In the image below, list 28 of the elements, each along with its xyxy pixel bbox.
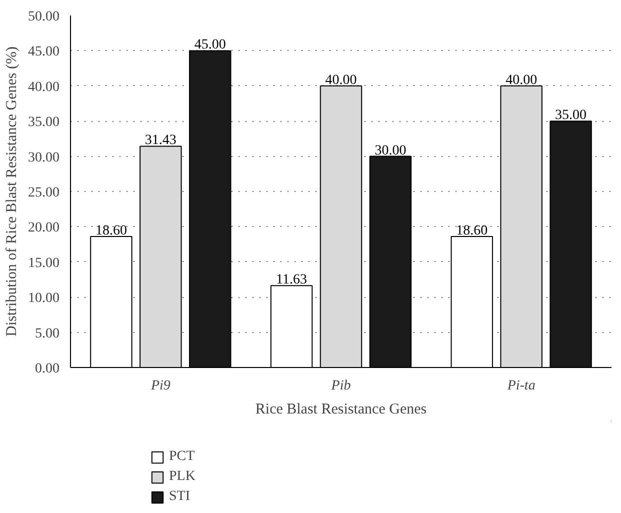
data-label: 45.00 — [194, 38, 226, 53]
x-axis-title: Rice Blast Resistance Genes — [255, 402, 427, 418]
y-tick-label: 5.00 — [35, 326, 60, 342]
data-label: 31.43 — [144, 133, 176, 148]
data-label: 40.00 — [325, 72, 357, 88]
data-label: 30.00 — [374, 143, 406, 158]
y-axis-title: Distribution of Rice Blast Resistance Genes (%) — [4, 46, 20, 336]
y-tick-label: 35.00 — [28, 115, 60, 130]
y-tick-label: 40.00 — [28, 80, 60, 95]
legend-label: STI — [169, 489, 190, 505]
data-label: 18.60 — [95, 224, 127, 239]
y-tick-label: 30.00 — [28, 150, 60, 166]
y-tick-label: 10.00 — [28, 291, 60, 306]
x-tick-label: Pi9 — [150, 378, 170, 394]
y-tick-label: 25.00 — [28, 186, 60, 200]
legend-label: PCT — [169, 449, 195, 465]
data-label: 35.00 — [555, 108, 587, 124]
y-tick-label: 0.00 — [35, 362, 60, 376]
y-tick-label: 45.00 — [28, 44, 60, 60]
y-tick-label: 20.00 — [28, 220, 60, 236]
data-label: 11.63 — [276, 272, 308, 288]
y-tick-label: 50.00 — [28, 10, 60, 24]
y-tick-label: 15.00 — [28, 256, 60, 271]
data-label: 18.60 — [456, 224, 488, 239]
data-label: 40.00 — [506, 72, 538, 88]
x-tick-label: Pi-ta — [506, 378, 536, 394]
x-tick-label: Pib — [330, 378, 351, 394]
legend-label: PLK — [169, 469, 196, 485]
